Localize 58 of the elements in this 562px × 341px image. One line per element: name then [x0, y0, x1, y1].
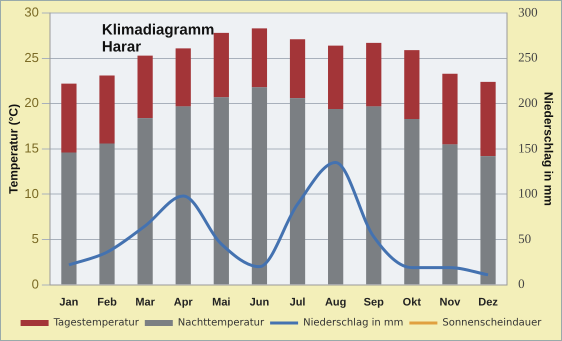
y2-tick-label: 300: [518, 4, 538, 20]
y-tick-label: 20: [24, 95, 39, 110]
y-tick-label: 15: [24, 140, 39, 156]
bar: [328, 46, 344, 110]
line-series: [67, 160, 490, 276]
x-tick-label: Feb: [97, 296, 118, 308]
bar: [290, 39, 306, 98]
x-tick-label: Apr: [174, 296, 194, 308]
y2-tick-label: 0: [518, 276, 525, 292]
bar: [138, 56, 153, 118]
bar: [442, 144, 458, 284]
legend-label: Niederschlag in mm: [303, 318, 404, 329]
y2-tick-label: 150: [518, 140, 538, 156]
bar: [290, 98, 306, 284]
legend-label: Nachttemperatur: [178, 318, 265, 329]
x-tick-label: Jun: [250, 296, 270, 308]
x-tick-label: Aug: [324, 296, 346, 308]
y2-tick-label: 50: [518, 230, 532, 246]
y-tick-label: 25: [24, 50, 39, 65]
x-tick-label: Nov: [440, 296, 462, 308]
legend-label: Sonnenscheindauer: [442, 318, 542, 329]
bar: [366, 42, 382, 106]
x-tick-label: Okt: [402, 296, 422, 308]
bar: [214, 32, 229, 98]
bar: [404, 119, 420, 284]
bar: [214, 97, 229, 284]
bar: [176, 48, 191, 106]
bar: [480, 156, 496, 284]
x-tick-label: Dez: [478, 296, 498, 308]
bar: [61, 152, 77, 284]
x-tick-label: Sep: [364, 296, 384, 308]
x-tick-label: Jan: [59, 296, 79, 308]
y-tick-label: 10: [24, 186, 39, 201]
bar: [366, 106, 382, 284]
bar: [252, 28, 268, 88]
y-axis-title: Temperatur (°C): [6, 104, 21, 194]
y-tick-label: 0: [32, 276, 39, 292]
x-tick-label: Mar: [135, 296, 156, 308]
y2-tick-label: 250: [518, 50, 538, 65]
bar: [99, 143, 115, 284]
legend-label: Tagestemperatur: [52, 318, 140, 329]
y2-tick-label: 200: [518, 95, 538, 110]
bar: [252, 87, 268, 284]
y-tick-label: 30: [24, 4, 39, 20]
y2-tick-label: 100: [518, 186, 538, 201]
bar: [61, 84, 77, 153]
x-tick-label: Mai: [212, 296, 230, 308]
y-tick-label: 5: [32, 231, 39, 246]
bar: [99, 76, 115, 144]
text: Klimadiagramm Harar: [102, 22, 214, 56]
bar: [328, 109, 344, 284]
bar: [138, 118, 153, 284]
bar: [480, 82, 496, 156]
y2-axis-title: Niederschlag in mm: [541, 92, 556, 206]
bar: [404, 50, 420, 119]
x-tick-label: Jul: [290, 296, 306, 308]
bar: [176, 106, 191, 284]
bar: [442, 74, 458, 144]
